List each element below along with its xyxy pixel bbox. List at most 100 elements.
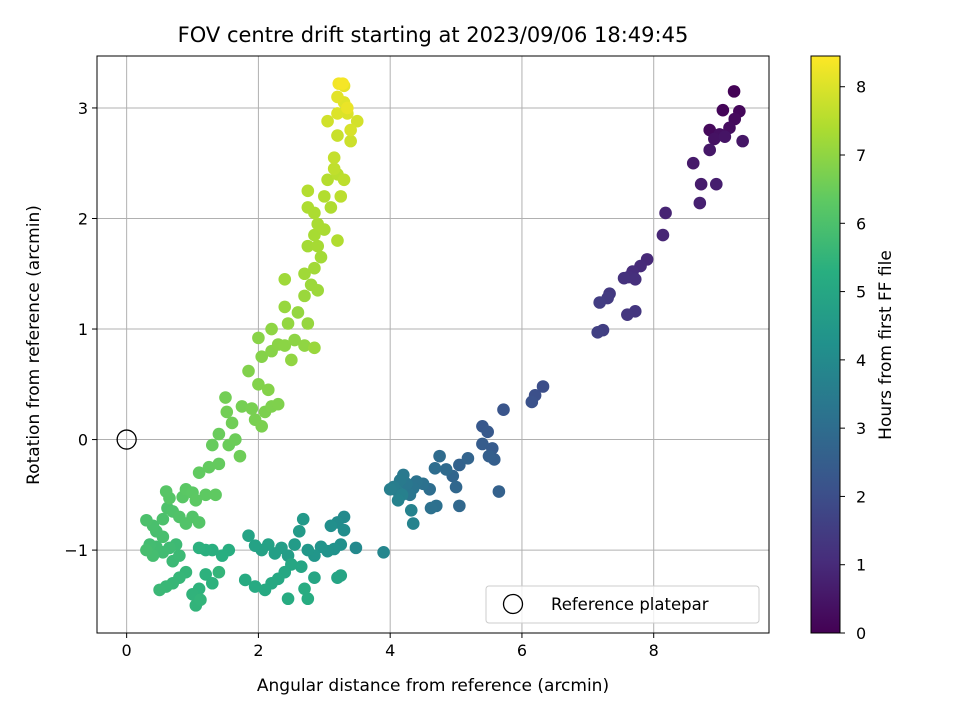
data-point [294,560,308,573]
data-point [281,317,295,330]
data-point [192,516,206,529]
x-tick-label: 2 [253,641,263,660]
x-tick-label: 4 [385,641,395,660]
data-point [265,322,278,336]
data-point [159,485,173,498]
data-point [686,156,700,170]
data-point [298,339,311,352]
reference-marker [116,429,137,450]
data-point [173,549,186,562]
colorbar-tick-label: 7 [856,146,866,165]
data-point [301,184,315,198]
data-point [248,539,262,552]
data-point [404,504,418,517]
data-point [140,513,153,527]
data-point [233,449,247,463]
data-point [391,494,405,507]
data-point [453,458,466,472]
colorbar-tick-label: 4 [856,351,866,370]
data-point [220,405,234,419]
data-point [301,201,315,214]
data-point [298,289,311,303]
legend-box [485,585,760,624]
data-point [229,433,242,446]
data-point [331,129,344,142]
data-point [212,427,226,441]
data-point [736,134,749,148]
data-point [212,565,226,579]
y-tick-label: 1 [78,320,88,339]
data-point [199,488,213,502]
data-point [337,173,351,187]
data-point [202,460,216,474]
data-point [268,547,282,560]
data-point [327,151,341,164]
data-point [255,419,269,433]
data-point [341,101,354,115]
data-point [278,272,292,286]
data-point [482,449,496,463]
data-point [301,239,315,253]
x-tick-label: 0 [122,641,132,660]
data-point [292,525,306,538]
data-point [334,190,348,203]
data-point [278,300,292,314]
grid-y [97,107,769,551]
data-point [476,437,489,451]
colorbar-tick-label: 6 [856,214,866,233]
data-point [439,463,453,476]
colorbar-tick-label: 5 [856,283,866,302]
data-point [238,573,252,587]
data-point [350,114,364,128]
data-point [308,341,321,355]
data-point [311,284,325,297]
data-point [255,350,269,363]
data-point [337,523,351,537]
y-axis-label: Rotation from reference (arcmin) [24,205,44,485]
colorbar-label: Hours from first FF file [876,250,896,440]
data-point [271,397,285,411]
y-tick-label: 0 [78,431,88,450]
data-point [428,462,442,475]
data-point [301,592,315,606]
colorbar: 0 1 2 3 4 5 6 7 8 Hours from first FF file [810,55,896,643]
data-point [433,449,446,463]
data-point [693,196,707,210]
data-point [225,416,239,430]
data-point [245,402,259,415]
data-point [242,529,255,543]
data-point [703,143,717,157]
data-point [199,568,213,581]
y-tick-label: 3 [78,99,88,118]
data-point [708,132,721,146]
data-point [334,569,348,582]
data-point [621,308,634,321]
data-point [308,571,321,585]
data-point [219,391,232,404]
data-point [659,206,672,220]
colorbar-tick-label: 8 [856,78,866,97]
data-point [317,190,331,203]
data-point [336,77,350,90]
data-point [331,234,344,247]
data-point [288,538,301,551]
data-point [453,499,466,513]
data-point [192,541,206,555]
data-point [296,512,310,526]
data-point [327,162,341,176]
data-point [377,546,390,559]
data-point [140,543,153,557]
y-tick-label: −1 [64,541,88,560]
data-point [349,541,363,555]
data-point [656,228,670,242]
colorbar-tick-label: 3 [856,419,866,438]
colorbar-tick-label: 2 [856,487,866,506]
data-point [215,549,229,562]
grid-x [126,56,655,633]
data-point [324,519,338,533]
data-point [291,306,305,319]
data-points [140,77,749,612]
data-point [298,267,311,281]
data-point [192,466,206,480]
